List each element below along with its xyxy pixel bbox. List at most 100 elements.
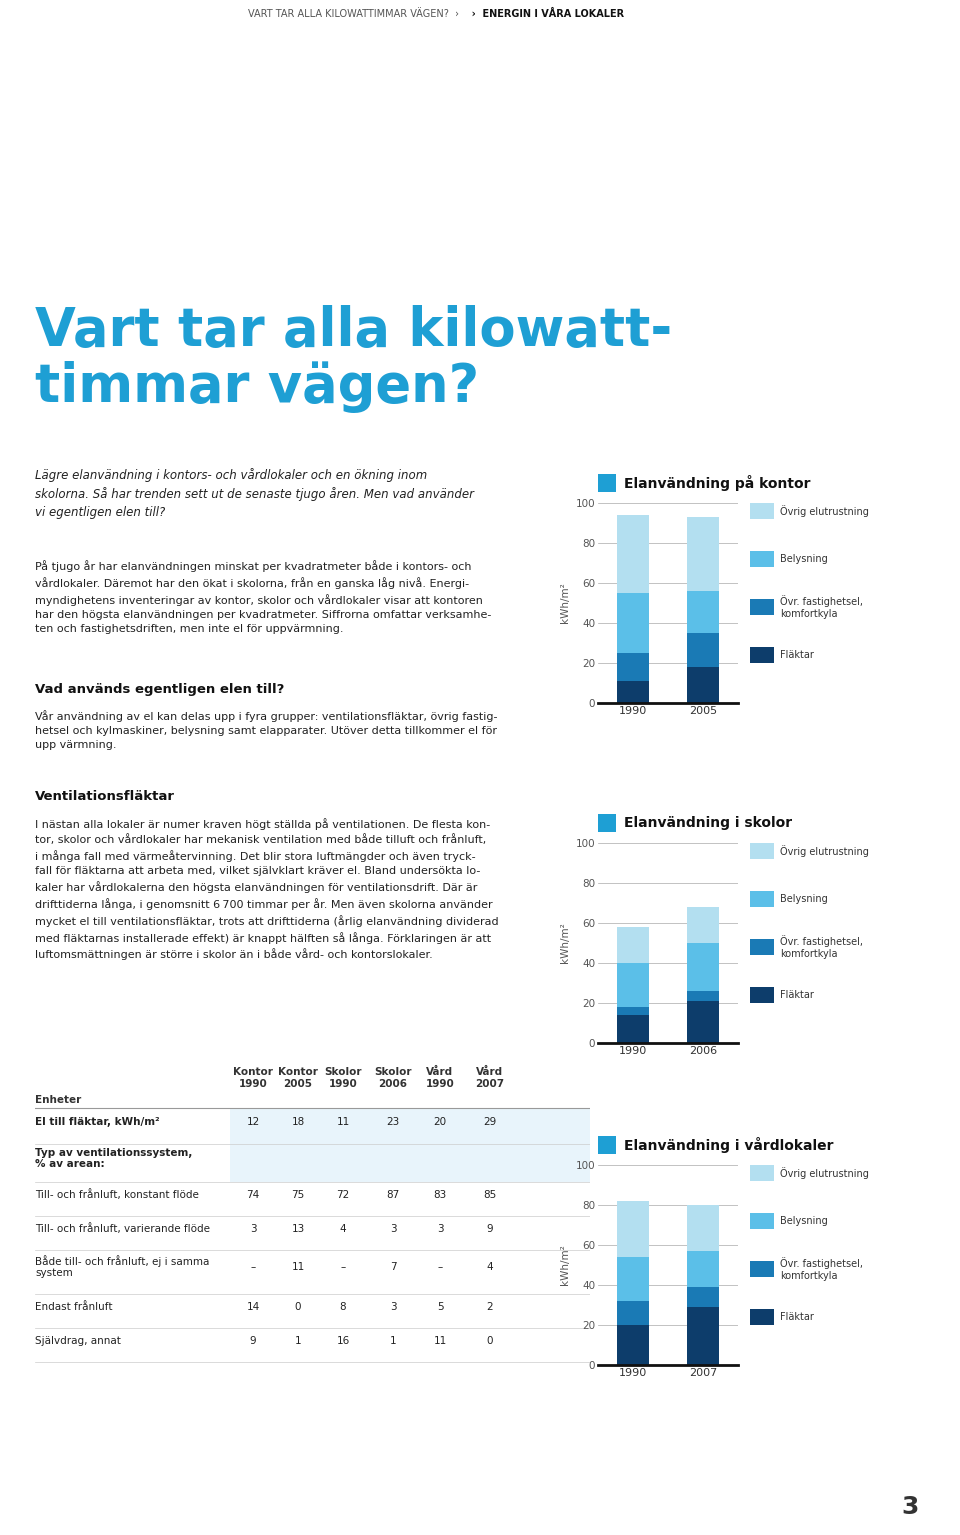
Text: Endast frånluft: Endast frånluft [35,1302,112,1312]
Text: Fläktar: Fläktar [780,649,814,660]
Bar [617,1302,649,1325]
Text: Övrig elutrustning: Övrig elutrustning [780,1167,869,1179]
Text: Belysning: Belysning [780,1216,828,1226]
Text: Elanvändning i vårdlokaler: Elanvändning i vårdlokaler [624,1137,833,1153]
Text: Elanvändning på kontor: Elanvändning på kontor [624,474,810,491]
Text: Ventilationsfläktar: Ventilationsfläktar [35,791,175,803]
Bar [617,593,649,652]
Bar [687,1205,719,1251]
Bar [617,682,649,703]
Text: 4: 4 [487,1262,493,1271]
Bar [617,1257,649,1302]
Text: 11: 11 [336,1116,349,1127]
Text: 3: 3 [390,1302,396,1312]
Text: 83: 83 [433,1190,446,1200]
Text: 3: 3 [390,1223,396,1234]
Text: 14: 14 [247,1302,259,1312]
Bar [687,907,719,942]
Y-axis label: kWh/m²: kWh/m² [560,923,570,964]
Text: Skolor
2006: Skolor 2006 [374,1067,412,1088]
Text: Vård
2007: Vård 2007 [475,1067,505,1088]
Bar [687,1251,719,1286]
Text: Kontor
1990: Kontor 1990 [233,1067,273,1088]
Text: –: – [251,1262,255,1271]
Bar [687,632,719,668]
Text: 29: 29 [484,1116,496,1127]
Text: Till- och frånluft, varierande flöde: Till- och frånluft, varierande flöde [35,1223,210,1234]
Text: 3: 3 [437,1223,444,1234]
Text: Elanvändning i skolor: Elanvändning i skolor [624,817,792,830]
Text: Övr. fastighetsel,
komfortkyla: Övr. fastighetsel, komfortkyla [780,935,863,959]
Text: 1: 1 [295,1335,301,1346]
Text: Övrig elutrustning: Övrig elutrustning [780,505,869,517]
Bar [687,591,719,632]
Text: På tjugo år har elanvändningen minskat per kvadratmeter både i kontors- och
vård: På tjugo år har elanvändningen minskat p… [35,560,492,634]
Text: 2: 2 [487,1302,493,1312]
Bar [617,652,649,682]
Bar [598,1136,616,1154]
Bar [687,1001,719,1042]
Bar [750,551,774,566]
Text: 75: 75 [292,1190,304,1200]
Bar [687,517,719,591]
Bar [687,1306,719,1365]
Bar [750,1165,774,1180]
Bar [617,927,649,962]
Text: Några fakta om ventilationen: Några fakta om ventilationen [43,1036,287,1053]
Bar [598,474,616,493]
Bar [687,942,719,992]
Bar [230,1144,590,1182]
Bar [230,1108,590,1144]
Bar [687,992,719,1001]
Y-axis label: kWh/m²: kWh/m² [560,1245,570,1285]
Text: Fläktar: Fläktar [780,1312,814,1322]
Text: Övrig elutrustning: Övrig elutrustning [780,846,869,857]
Bar [617,1007,649,1015]
Text: Belysning: Belysning [780,554,828,563]
Bar [750,646,774,663]
Text: Kontor
2005: Kontor 2005 [278,1067,318,1088]
Text: 12: 12 [247,1116,259,1127]
Text: 9: 9 [487,1223,493,1234]
Text: 18: 18 [292,1116,304,1127]
Text: 3: 3 [250,1223,256,1234]
Text: Vart tar alla kilowatt-
timmar vägen?: Vart tar alla kilowatt- timmar vägen? [35,305,672,413]
Bar [750,503,774,519]
Bar [687,1286,719,1306]
Text: Övr. fastighetsel,
komfortkyla: Övr. fastighetsel, komfortkyla [780,596,863,619]
Text: 7: 7 [390,1262,396,1271]
Bar [617,516,649,593]
Text: 85: 85 [484,1190,496,1200]
Bar [750,987,774,1002]
Text: Skolor
1990: Skolor 1990 [324,1067,362,1088]
Bar [750,890,774,907]
Text: Lägre elanvändning i kontors- och vårdlokaler och en ökning inom
skolorna. Så ha: Lägre elanvändning i kontors- och vårdlo… [35,468,474,519]
Text: Vår användning av el kan delas upp i fyra grupper: ventilationsfläktar, övrig fa: Vår användning av el kan delas upp i fyr… [35,711,497,751]
Text: 3: 3 [901,1495,919,1520]
Text: Fläktar: Fläktar [780,990,814,999]
Bar [750,939,774,955]
Text: 11: 11 [433,1335,446,1346]
Text: 5: 5 [437,1302,444,1312]
Bar [750,843,774,860]
Text: I nästan alla lokaler är numer kraven högt ställda på ventilationen. De flesta k: I nästan alla lokaler är numer kraven hö… [35,818,498,961]
Bar [598,814,616,832]
Text: 87: 87 [386,1190,399,1200]
Text: 13: 13 [292,1223,304,1234]
Text: 9: 9 [250,1335,256,1346]
Bar [750,1309,774,1325]
Bar [687,668,719,703]
Text: 20: 20 [433,1116,446,1127]
Text: Till- och frånluft, konstant flöde: Till- och frånluft, konstant flöde [35,1190,199,1200]
Bar [617,1015,649,1042]
Text: 16: 16 [336,1335,349,1346]
Text: 72: 72 [336,1190,349,1200]
Text: –: – [341,1262,346,1271]
Y-axis label: kWh/m²: kWh/m² [560,583,570,623]
Text: 4: 4 [340,1223,347,1234]
Text: Enheter: Enheter [35,1094,82,1105]
Text: El till fläktar, kWh/m²: El till fläktar, kWh/m² [35,1116,159,1127]
Text: 0: 0 [295,1302,301,1312]
Bar [617,1200,649,1257]
Text: Självdrag, annat: Självdrag, annat [35,1335,121,1346]
